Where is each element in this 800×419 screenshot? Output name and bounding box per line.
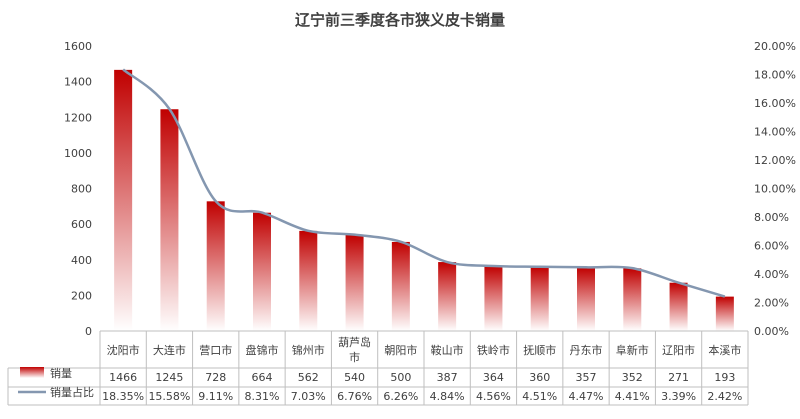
table-cell-share: 4.41% bbox=[615, 390, 650, 403]
table-cell-share: 8.31% bbox=[245, 390, 280, 403]
right-y-axis: 0.00% 2.00% 4.00% 6.00% 8.00% 10.00% 12.00% 14.… bbox=[754, 40, 796, 338]
bar bbox=[299, 230, 318, 331]
left-tick-label: 1600 bbox=[64, 40, 92, 53]
table-cell-sales: 387 bbox=[437, 371, 458, 384]
right-tick-label: 0.00% bbox=[754, 325, 789, 338]
bar bbox=[253, 212, 271, 331]
bar bbox=[114, 69, 133, 332]
bar bbox=[206, 201, 225, 331]
table-cell-sales: 664 bbox=[252, 371, 273, 384]
table-cell-sales: 360 bbox=[529, 371, 550, 384]
line-series bbox=[122, 68, 726, 298]
table-cell-share: 4.47% bbox=[569, 390, 604, 403]
table-cell-sales: 728 bbox=[205, 371, 226, 384]
legend-label: 销量占比 bbox=[50, 385, 94, 399]
left-tick-label: 400 bbox=[71, 254, 92, 267]
table-cell-sales: 562 bbox=[298, 371, 319, 384]
table-cell-share: 6.76% bbox=[337, 390, 372, 403]
right-tick-label: 20.00% bbox=[754, 40, 796, 53]
category-label: 大连市 bbox=[153, 343, 186, 357]
bar bbox=[530, 266, 549, 331]
table-cell-sales: 540 bbox=[344, 371, 365, 384]
bar bbox=[438, 262, 457, 331]
right-tick-label: 18.00% bbox=[754, 69, 796, 82]
left-tick-label: 600 bbox=[71, 218, 92, 231]
right-tick-label: 12.00% bbox=[754, 154, 796, 167]
category-label: 盘锦市 bbox=[246, 343, 279, 357]
category-label: 辽阳市 bbox=[662, 343, 695, 357]
table-cell-share: 2.42% bbox=[707, 390, 742, 403]
left-tick-label: 0 bbox=[85, 325, 92, 338]
category-label: 丹东市 bbox=[570, 343, 603, 357]
category-label: 鞍山市 bbox=[431, 343, 464, 357]
right-tick-label: 2.00% bbox=[754, 297, 789, 310]
category-label: 铁岭市 bbox=[477, 343, 510, 357]
right-tick-label: 8.00% bbox=[754, 211, 789, 224]
right-tick-label: 14.00% bbox=[754, 126, 796, 139]
table-cell-sales: 500 bbox=[390, 371, 411, 384]
table-cell-share: 3.39% bbox=[661, 390, 696, 403]
category-label: 朝阳市 bbox=[384, 343, 417, 357]
table-cell-sales: 357 bbox=[576, 371, 597, 384]
legend-label: 销量 bbox=[50, 366, 72, 380]
right-tick-label: 10.00% bbox=[754, 183, 796, 196]
left-y-axis: 0 200 400 600 800 1000 1200 1400 1600 bbox=[64, 40, 92, 338]
bar bbox=[669, 282, 688, 331]
category-label: 市 bbox=[349, 350, 360, 364]
category-label: 沈阳市 bbox=[107, 343, 140, 357]
table-cell-share: 4.56% bbox=[476, 390, 511, 403]
table-cell-share: 18.35% bbox=[102, 390, 144, 403]
left-tick-label: 1000 bbox=[64, 147, 92, 160]
category-label: 本溪市 bbox=[708, 343, 741, 357]
chart-title: 辽宁前三季度各市狭义皮卡销量 bbox=[295, 11, 505, 29]
category-label: 营口市 bbox=[199, 343, 232, 357]
category-label: 锦州市 bbox=[292, 343, 325, 357]
left-tick-label: 200 bbox=[71, 289, 92, 302]
bar bbox=[345, 234, 364, 331]
bar bbox=[577, 267, 595, 331]
table-cell-sales: 364 bbox=[483, 371, 504, 384]
table-cell-sales: 1245 bbox=[155, 371, 183, 384]
right-tick-label: 6.00% bbox=[754, 240, 789, 253]
table-cell-share: 4.84% bbox=[430, 390, 465, 403]
left-tick-label: 1400 bbox=[64, 76, 92, 89]
table-cell-share: 9.11% bbox=[198, 390, 233, 403]
right-tick-label: 4.00% bbox=[754, 268, 789, 281]
left-tick-label: 800 bbox=[71, 183, 92, 196]
table-cell-sales: 271 bbox=[668, 371, 689, 384]
table-cell-share: 4.51% bbox=[522, 390, 557, 403]
bar bbox=[160, 109, 179, 331]
right-tick-label: 16.00% bbox=[754, 97, 796, 110]
category-label: 抚顺市 bbox=[523, 343, 556, 357]
legend-key-bar bbox=[20, 367, 44, 378]
category-label: 阜新市 bbox=[616, 343, 649, 357]
table-cell-share: 15.58% bbox=[148, 390, 190, 403]
bar bbox=[391, 241, 410, 331]
bar bbox=[623, 268, 642, 331]
bar bbox=[484, 266, 503, 331]
bar bbox=[715, 296, 734, 331]
left-tick-label: 1200 bbox=[64, 111, 92, 124]
bar-series bbox=[114, 69, 734, 332]
table-cell-share: 6.26% bbox=[383, 390, 418, 403]
table-cell-sales: 352 bbox=[622, 371, 643, 384]
table-cell-sales: 1466 bbox=[109, 371, 137, 384]
category-label: 葫芦岛 bbox=[338, 335, 371, 349]
table-cell-sales: 193 bbox=[714, 371, 735, 384]
table-cell-share: 7.03% bbox=[291, 390, 326, 403]
